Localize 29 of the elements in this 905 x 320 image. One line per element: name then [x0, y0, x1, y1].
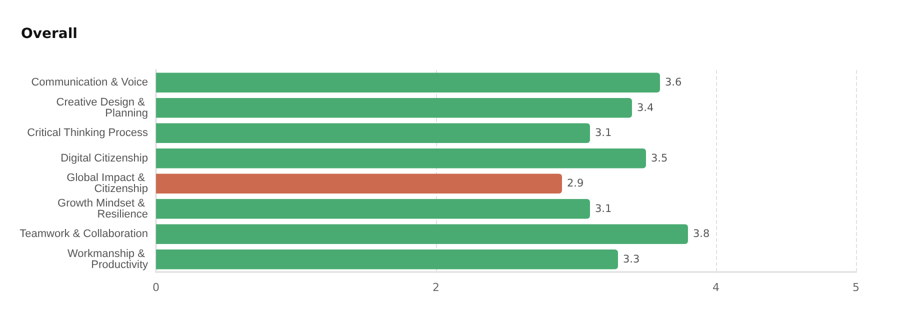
chart-title: Overall	[21, 26, 78, 42]
data-label: 2.9	[567, 178, 584, 190]
y-tick-label: Teamwork & Collaboration	[20, 228, 148, 240]
y-tick-label: Workmanship & Productivity	[68, 248, 148, 271]
bar	[156, 199, 590, 219]
y-tick-label: Growth Mindset & Resilience	[58, 197, 148, 220]
bar	[156, 123, 590, 143]
data-label: 3.4	[637, 102, 654, 114]
bar	[156, 250, 618, 270]
data-label: 3.1	[595, 127, 612, 140]
bar	[156, 224, 688, 244]
y-tick-label: Communication & Voice	[31, 76, 148, 89]
y-tick-label: Global Impact & Citizenship	[66, 172, 148, 196]
data-label: 3.3	[623, 253, 640, 266]
x-tick-label: 0	[152, 281, 160, 294]
data-label: 3.1	[595, 202, 612, 215]
x-tick-label: 4	[712, 281, 720, 294]
bar	[156, 72, 660, 92]
bar	[156, 148, 646, 168]
bar	[156, 98, 632, 118]
data-label: 3.6	[665, 76, 682, 89]
y-tick-label: Critical Thinking Process	[27, 127, 148, 140]
data-label: 3.5	[651, 152, 668, 164]
data-label: 3.8	[693, 228, 710, 240]
y-tick-label: Creative Design & Planning	[56, 96, 148, 120]
y-tick-label: Digital Citizenship	[60, 152, 148, 164]
x-tick-label: 5	[852, 281, 860, 294]
bar	[156, 174, 562, 194]
x-tick-label: 2	[432, 281, 440, 294]
